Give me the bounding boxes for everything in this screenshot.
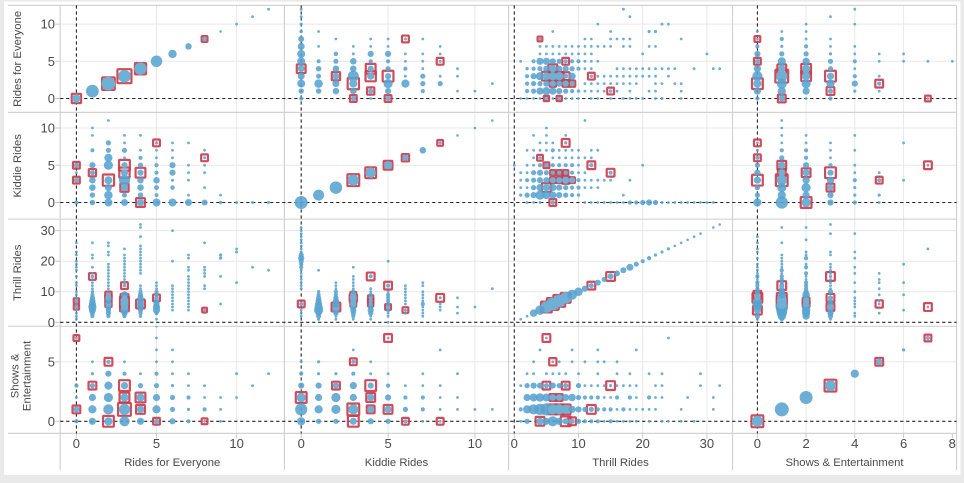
- svg-text:0: 0: [48, 414, 55, 429]
- svg-text:0: 0: [48, 315, 55, 330]
- svg-text:Entertainment: Entertainment: [22, 340, 34, 411]
- svg-text:0: 0: [48, 195, 55, 210]
- svg-text:0: 0: [298, 436, 305, 451]
- svg-text:Thrill Rides: Thrill Rides: [592, 457, 649, 469]
- svg-text:0: 0: [48, 91, 55, 106]
- svg-text:10: 10: [41, 17, 55, 32]
- svg-text:10: 10: [41, 284, 55, 299]
- svg-text:20: 20: [41, 254, 55, 269]
- svg-text:0: 0: [511, 436, 518, 451]
- svg-text:Rides for Everyone: Rides for Everyone: [124, 457, 220, 469]
- svg-text:0: 0: [73, 436, 80, 451]
- svg-text:5: 5: [48, 354, 55, 369]
- svg-text:Thrill Rides: Thrill Rides: [12, 244, 24, 301]
- svg-text:2: 2: [802, 436, 809, 451]
- svg-text:Shows &: Shows &: [10, 353, 22, 398]
- svg-text:10: 10: [229, 436, 243, 451]
- svg-text:Shows & Entertainment: Shows & Entertainment: [785, 457, 904, 469]
- svg-text:20: 20: [635, 436, 649, 451]
- svg-text:Rides for Everyone: Rides for Everyone: [12, 11, 24, 107]
- svg-text:10: 10: [41, 121, 55, 136]
- svg-text:0: 0: [754, 436, 761, 451]
- svg-text:10: 10: [571, 436, 585, 451]
- svg-text:6: 6: [900, 436, 907, 451]
- svg-text:5: 5: [48, 54, 55, 69]
- svg-text:8: 8: [949, 436, 956, 451]
- svg-text:Kiddie Rides: Kiddie Rides: [12, 134, 24, 198]
- svg-text:5: 5: [384, 436, 391, 451]
- svg-text:30: 30: [700, 436, 714, 451]
- svg-text:Kiddie Rides: Kiddie Rides: [365, 457, 429, 469]
- svg-text:30: 30: [41, 223, 55, 238]
- svg-text:10: 10: [468, 436, 482, 451]
- svg-text:4: 4: [851, 436, 858, 451]
- svg-text:5: 5: [153, 436, 160, 451]
- svg-text:5: 5: [48, 158, 55, 173]
